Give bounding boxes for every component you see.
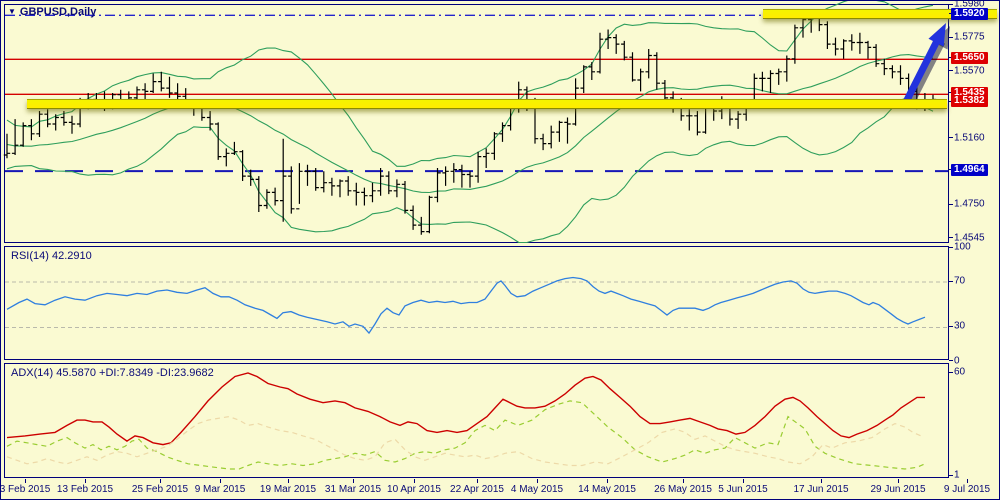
price-tick — [949, 326, 953, 327]
date-tick — [537, 479, 538, 483]
price-axis-label: 1.5160 — [954, 132, 985, 144]
date-tick — [898, 479, 899, 483]
date-tick — [353, 479, 354, 483]
adx-header: ADX(14) 45.5870 +DI:7.8349 -DI:23.9682 — [11, 367, 214, 379]
price-tick — [949, 70, 953, 71]
date-axis: 3 Feb 2015 13 Feb 2015 25 Feb 2015 9 Mar 20… — [0, 479, 999, 499]
price-tick — [949, 360, 953, 361]
price-tick — [949, 37, 953, 38]
date-tick — [683, 479, 684, 483]
date-axis-label: 29 Jun 2015 — [870, 484, 926, 495]
adx-series-minusDI — [6, 415, 922, 467]
main-chart-panel[interactable] — [3, 1, 950, 244]
price-axis-label: 1.4545 — [954, 232, 985, 244]
adx-series-plusDI — [6, 400, 926, 470]
resistance-zone[interactable] — [763, 9, 997, 20]
date-axis-label: 9 Jul 2015 — [943, 484, 991, 495]
price-tick — [949, 247, 953, 248]
date-tick — [607, 479, 608, 483]
date-axis-label: 4 May 2015 — [510, 484, 564, 495]
price-axis-label: 0 — [954, 355, 960, 366]
date-tick — [821, 479, 822, 483]
price-axis-label: 1.4750 — [954, 198, 985, 210]
price-tick — [949, 237, 953, 238]
price-axis: 1.5980 1.5775 1.5570 1.5160 1.4750 1.4545 1.59… — [949, 0, 999, 499]
date-axis-label: 3 Feb 2015 — [0, 484, 51, 495]
price-axis-label: 1.5980 — [954, 0, 985, 10]
bollinger-middle-band — [6, 54, 934, 194]
date-axis-label: 25 Feb 2015 — [131, 484, 189, 495]
price-axis-label: 1.5775 — [954, 31, 985, 43]
date-axis-label: 22 Apr 2015 — [450, 484, 504, 495]
rsi-canvas[interactable] — [5, 247, 948, 359]
date-tick — [414, 479, 415, 483]
price-level-badge: 1.5382 — [951, 95, 988, 108]
price-chart-canvas[interactable] — [3, 1, 950, 244]
price-level-badge: 1.4964 — [951, 163, 988, 176]
rsi-header: RSI(14) 42.2910 — [11, 250, 92, 262]
date-axis-label: 5 Jun 2015 — [718, 484, 768, 495]
price-level-badge: 1.5920 — [951, 7, 988, 20]
price-tick — [949, 281, 953, 282]
date-tick — [288, 479, 289, 483]
date-axis-label: 17 Jun 2015 — [793, 484, 849, 495]
date-tick — [25, 479, 26, 483]
symbol-title-label: GBPUSD,Daily — [19, 6, 97, 18]
price-tick — [949, 372, 953, 373]
date-tick — [967, 479, 968, 483]
date-axis-label: 10 Apr 2015 — [387, 484, 441, 495]
price-axis-label: 70 — [954, 275, 966, 287]
price-axis-label: 100 — [954, 241, 971, 253]
up-arrow-annotation[interactable] — [901, 23, 950, 109]
date-tick — [220, 479, 221, 483]
date-tick — [743, 479, 744, 483]
date-axis-label: 14 May 2015 — [578, 484, 636, 495]
date-axis-label: 13 Feb 2015 — [56, 484, 114, 495]
symbol-title[interactable]: ▼ GBPUSD,Daily — [8, 6, 96, 18]
price-tick — [949, 475, 953, 476]
ohlc-bars[interactable] — [3, 11, 937, 235]
price-axis-label: 1.5570 — [954, 65, 985, 77]
adx-panel[interactable]: ADX(14) 45.5870 +DI:7.8349 -DI:23.9682 — [4, 363, 949, 478]
dropdown-triangle-icon[interactable]: ▼ — [8, 7, 16, 16]
price-level-badge: 1.5650 — [951, 51, 988, 64]
date-tick — [85, 479, 86, 483]
date-axis-label: 31 Mar 2015 — [324, 484, 382, 495]
price-axis-label: 1 — [954, 469, 960, 481]
date-axis-label: 9 Mar 2015 — [194, 484, 246, 495]
date-axis-label: 19 Mar 2015 — [259, 484, 317, 495]
price-axis-label: 60 — [954, 366, 966, 378]
price-axis-label: 30 — [954, 320, 966, 332]
support-zone[interactable] — [27, 99, 947, 109]
date-tick — [160, 479, 161, 483]
price-tick — [949, 204, 953, 205]
date-tick — [477, 479, 478, 483]
rsi-panel[interactable]: RSI(14) 42.2910 — [4, 246, 949, 360]
bollinger-lower-band — [6, 96, 934, 244]
rsi-line — [6, 276, 926, 335]
date-axis-label: 26 May 2015 — [654, 484, 712, 495]
price-tick — [949, 4, 953, 5]
adx-series-ADX — [6, 372, 925, 446]
price-tick — [949, 137, 953, 138]
adx-canvas[interactable] — [5, 364, 948, 477]
